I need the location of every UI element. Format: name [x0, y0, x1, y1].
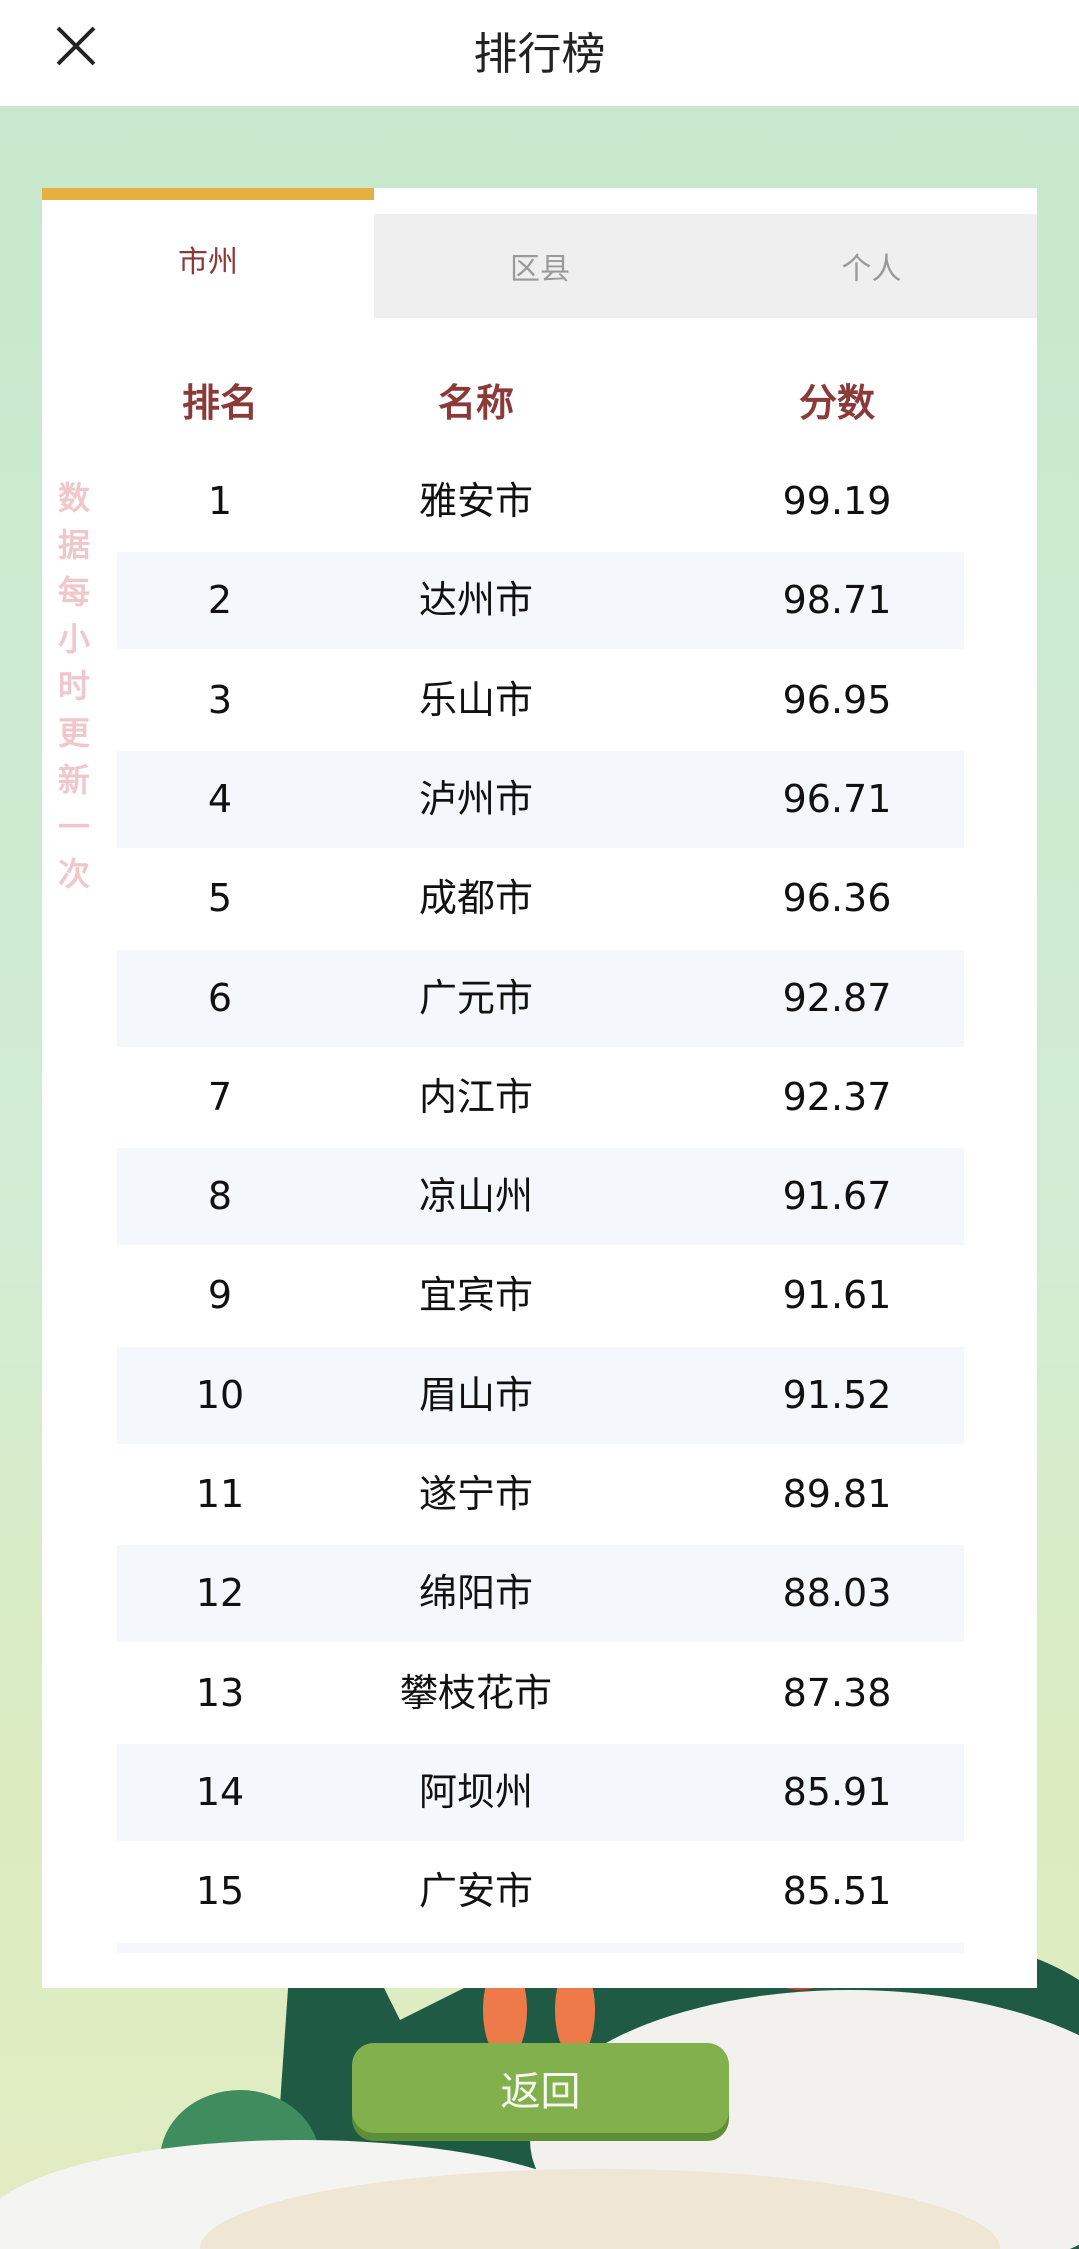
score-cell: 91.52	[782, 1372, 892, 1417]
name-cell: 阿坝州	[418, 1769, 533, 1814]
table-row: 13 攀枝花市 87.38	[117, 1645, 964, 1742]
score-cell: 99.19	[782, 479, 892, 523]
name-cell: 乐山市	[418, 677, 533, 722]
name-cell: 凉山州	[418, 1174, 533, 1219]
table-row: 12 绵阳市 88.03	[117, 1545, 964, 1643]
rank-cell: 9	[207, 1273, 233, 1318]
name-cell: 绵阳市	[418, 1571, 533, 1616]
header: 排行榜	[0, 0, 1079, 106]
score-cell: 85.91	[782, 1769, 892, 1814]
score-cell: 96.95	[782, 677, 892, 722]
column-name: 名称	[437, 381, 514, 425]
rank-cell: 10	[195, 1372, 245, 1417]
table-row: 8 凉山州 91.67	[117, 1148, 964, 1246]
score-cell: 85.51	[782, 1869, 892, 1914]
score-cell: 91.61	[782, 1273, 892, 1318]
table-row: 3 乐山市 96.95	[117, 652, 964, 749]
score-cell: 89.81	[782, 1472, 892, 1516]
table-row: 9 宜宾市 91.61	[117, 1247, 964, 1344]
table-row: 5 成都市 96.36	[117, 850, 964, 947]
table-row: 11 遂宁市 89.81	[117, 1446, 964, 1543]
table-row: 14 阿坝州 85.91	[117, 1743, 964, 1841]
tab-county[interactable]: 区县	[374, 214, 706, 318]
table-row: 4 泸州市 96.71	[117, 750, 964, 848]
table-row: 15 广安市 85.51	[117, 1843, 964, 1940]
rank-cell: 7	[207, 1074, 233, 1119]
table-row: 1 雅安市 99.19	[117, 453, 964, 550]
table-row: 7 内江市 92.37	[117, 1049, 964, 1146]
name-cell: 眉山市	[418, 1372, 533, 1417]
score-cell: 92.37	[782, 1074, 892, 1119]
rank-cell: 13	[195, 1670, 245, 1715]
table-row: 6 广元市 92.87	[117, 949, 964, 1047]
rank-cell: 3	[207, 677, 233, 722]
rank-cell: 8	[207, 1174, 233, 1219]
rank-cell: 2	[207, 578, 233, 623]
tab-city[interactable]: 市州	[42, 188, 374, 318]
rank-cell: 11	[195, 1472, 245, 1516]
update-note: 数据每小时更新一次	[57, 479, 90, 893]
tab-individual[interactable]: 个人	[706, 214, 1037, 318]
close-icon[interactable]	[52, 22, 100, 70]
rank-cell: 5	[207, 876, 233, 921]
table-header: 排名 名称 分数	[42, 368, 1037, 438]
leaderboard-card: 市州 区县 个人 排名 名称 分数 1 雅安市 99.19 2 达州市 98.71 3 乐山市…	[42, 188, 1037, 1988]
back-button[interactable]: 返回	[352, 2043, 729, 2133]
rank-cell: 6	[207, 975, 233, 1020]
name-cell: 广安市	[418, 1869, 533, 1914]
rank-cell: 12	[195, 1571, 245, 1616]
rank-cell: 4	[207, 776, 233, 821]
score-cell: 98.71	[782, 578, 892, 623]
name-cell: 成都市	[418, 876, 533, 921]
name-cell: 广元市	[418, 975, 533, 1020]
score-cell: 92.87	[782, 975, 892, 1020]
rank-cell: 14	[195, 1769, 245, 1814]
score-cell: 87.38	[782, 1670, 892, 1715]
table-row: 10 眉山市 91.52	[117, 1346, 964, 1444]
rank-cell: 1	[207, 479, 233, 523]
score-cell: 91.67	[782, 1174, 892, 1219]
column-rank: 排名	[181, 381, 258, 425]
name-cell: 宜宾市	[418, 1273, 533, 1318]
rank-cell: 15	[195, 1869, 245, 1914]
column-score: 分数	[798, 381, 875, 425]
tab-bar: 市州 区县 个人	[42, 188, 1037, 318]
table-row: 2 达州市 98.71	[117, 552, 964, 650]
table-body[interactable]: 1 雅安市 99.19 2 达州市 98.71 3 乐山市 96.95 4 泸州市 96.71 5 成都市…	[117, 453, 964, 1953]
name-cell: 雅安市	[418, 479, 533, 523]
name-cell: 内江市	[418, 1074, 533, 1119]
score-cell: 96.36	[782, 876, 892, 921]
page-title: 排行榜	[473, 29, 606, 80]
name-cell: 泸州市	[418, 776, 533, 821]
name-cell: 达州市	[418, 578, 533, 623]
score-cell: 88.03	[782, 1571, 892, 1616]
table-row	[117, 1942, 964, 1953]
name-cell: 攀枝花市	[399, 1670, 552, 1715]
score-cell: 96.71	[782, 776, 892, 821]
name-cell: 遂宁市	[418, 1472, 533, 1516]
